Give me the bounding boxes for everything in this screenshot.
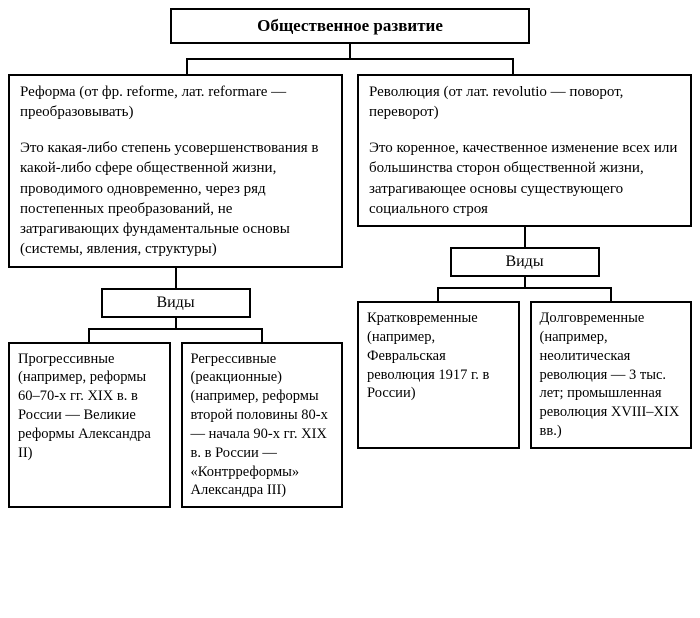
branch-revolution: Революция (от лат. revolutio — поворот, … [357, 74, 692, 508]
reform-leaf-regressive: Регрессивные (реакционные)(например, реф… [181, 342, 344, 509]
reform-leaf-progressive: Прогрессивные(например, реформы 60–70-х … [8, 342, 171, 509]
connector-reform-leaves [8, 318, 343, 342]
reform-head: Реформа (от фр. reforme, лат. reformare … [8, 74, 343, 134]
revolution-desc: Это коренное, качественное изменение все… [357, 132, 692, 227]
connector-revolution-vidy [357, 227, 692, 247]
reform-desc: Это какая-либо степень усовершенствовани… [8, 132, 343, 268]
revolution-head: Революция (от лат. revolutio — поворот, … [357, 74, 692, 134]
revolution-leaves: Кратковременные(например, Февральская ре… [357, 301, 692, 449]
branches-row: Реформа (от фр. reforme, лат. reformare … [8, 74, 692, 508]
revolution-leaf-short: Кратковременные(например, Февральская ре… [357, 301, 520, 449]
reform-vidy: Виды [101, 288, 251, 318]
connector-root [8, 44, 692, 74]
revolution-vidy: Виды [450, 247, 600, 277]
connector-revolution-leaves [357, 277, 692, 301]
branch-reform: Реформа (от фр. reforme, лат. reformare … [8, 74, 343, 508]
revolution-leaf-long: Долговременные(например, неолитическая р… [530, 301, 693, 449]
reform-leaves: Прогрессивные(например, реформы 60–70-х … [8, 342, 343, 509]
connector-reform-vidy [8, 268, 343, 288]
root-box: Общественное развитие [170, 8, 530, 44]
